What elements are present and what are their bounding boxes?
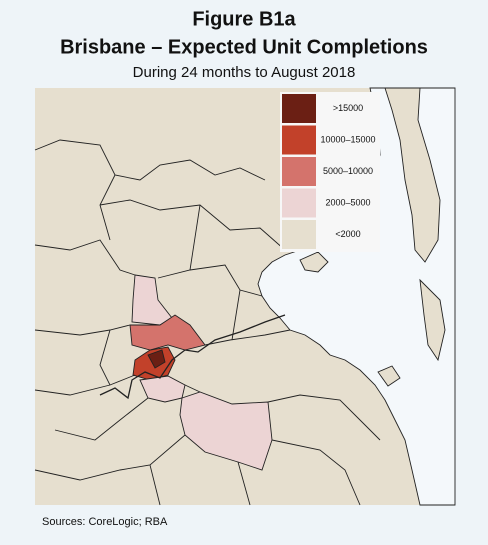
legend-label: 2000–5000: [325, 197, 370, 207]
region: [147, 349, 166, 369]
legend-label: <2000: [335, 229, 360, 239]
island: [377, 365, 401, 387]
figure-heading: Brisbane – Expected Unit Completions: [60, 36, 428, 58]
map: >15000 10000–15000 5000–10000 2000–5000 <200…: [34, 87, 456, 506]
figure-subtitle: During 24 months to August 2018: [133, 64, 356, 81]
figure-title: Figure B1a: [192, 8, 296, 30]
island: [419, 278, 446, 362]
legend-label: >15000: [333, 103, 363, 113]
island: [384, 87, 441, 263]
island: [299, 251, 329, 273]
legend: >15000 10000–15000 5000–10000 2000–5000 <200…: [280, 92, 380, 252]
legend-swatch: [282, 94, 316, 123]
region: [129, 314, 206, 351]
legend-swatch: [282, 220, 316, 249]
legend-label: 5000–10000: [323, 166, 373, 176]
region: [179, 391, 273, 471]
legend-swatch: [282, 188, 316, 218]
legend-swatch: [282, 125, 316, 155]
legend-label: 10000–15000: [320, 134, 375, 144]
legend-swatch: [282, 157, 316, 186]
source-note: Sources: CoreLogic; RBA: [42, 516, 168, 528]
